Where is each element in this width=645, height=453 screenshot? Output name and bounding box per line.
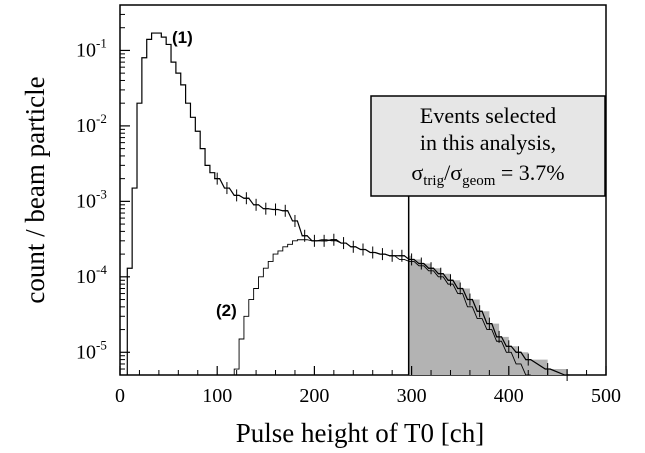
series-1-point [291, 214, 298, 227]
y-tick-label: 10-2 [76, 111, 107, 137]
x-tick-label: 200 [299, 385, 329, 407]
series-1-point [330, 233, 337, 246]
series-2-line [233, 239, 531, 376]
x-tick-label: 300 [397, 385, 427, 407]
series-1-point [515, 346, 522, 359]
series-1-point [408, 253, 415, 266]
formula-slash: / [444, 160, 451, 185]
series-1-point [505, 340, 512, 353]
shaded-region [408, 255, 572, 375]
formula-sub-trig: trig [423, 173, 444, 189]
series-1-point [272, 203, 279, 216]
series-1-point [428, 262, 435, 275]
y-axis-title: count / beam particle [20, 76, 50, 303]
x-tick-label: 400 [494, 385, 524, 407]
series-1-point [476, 305, 483, 318]
y-tick-label: 10-5 [76, 337, 107, 363]
series-1-point [418, 257, 425, 270]
y-tick-label: 10-4 [76, 262, 107, 288]
formula-value: = 3.7% [495, 160, 564, 185]
y-tick-label: 10-1 [76, 35, 107, 61]
series-1-point [486, 317, 493, 330]
series-label-1: (1) [172, 28, 193, 47]
formula-sigma-geom: σ [450, 160, 462, 185]
annotation-formula: σtrig/σgeom = 3.7% [411, 160, 564, 189]
formula-sigma-trig: σ [411, 160, 423, 185]
annotation-line-2: in this analysis, [420, 130, 556, 155]
series-1-point [243, 192, 250, 205]
series-1-point [223, 182, 230, 195]
x-tick-label: 0 [115, 385, 125, 407]
series-1-point [466, 293, 473, 306]
axis-layer: 0 100 200 300 400 500 10-1 10-2 10-3 10-4 10-5 [76, 4, 621, 407]
shaded-region-layer [408, 255, 572, 375]
formula-sub-geom: geom [462, 173, 496, 189]
series-1-point [253, 198, 260, 211]
series-1-point [282, 204, 289, 217]
series-1-point [214, 172, 221, 185]
series-1-point [525, 353, 532, 366]
series-1-point [262, 202, 269, 215]
series-1-point [437, 267, 444, 280]
x-tick-label: 500 [591, 385, 621, 407]
x-tick-label: 100 [202, 385, 232, 407]
y-tick-label: 10-3 [76, 186, 107, 212]
annotation-box-bg [370, 95, 606, 197]
series-label-2: (2) [216, 301, 237, 320]
x-axis-title: Pulse height of T0 [ch] [236, 418, 484, 448]
annotation-line-1: Events selected [420, 103, 556, 128]
series-1-point [321, 234, 328, 247]
series-1-point [457, 282, 464, 295]
series-1-point [233, 189, 240, 202]
annotation-box: Events selected in this analysis, σtrig/… [370, 95, 606, 197]
